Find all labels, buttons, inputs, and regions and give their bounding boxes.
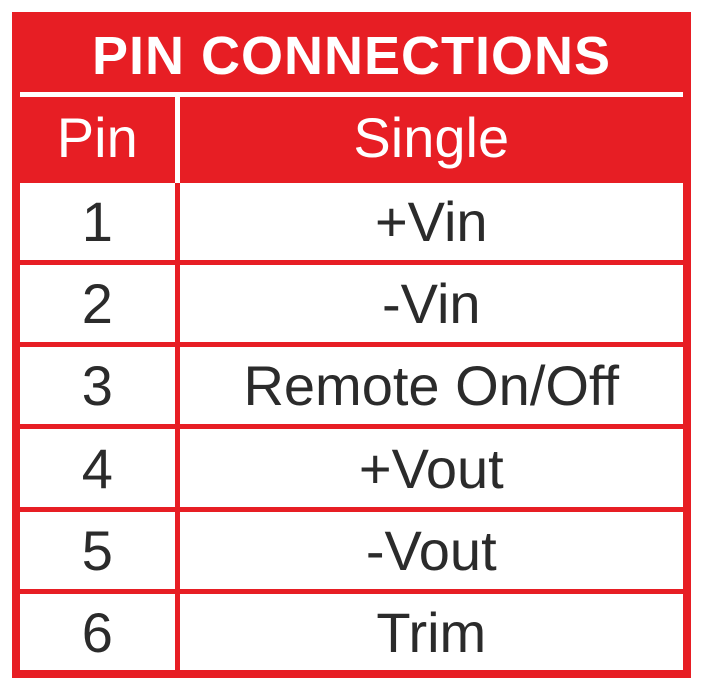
cell-pin: 6	[16, 592, 177, 674]
pin-connections-table-container: PIN CONNECTIONS Pin Single 1+Vin2-Vin3Re…	[0, 0, 709, 696]
cell-single: +Vin	[177, 180, 687, 262]
table-row: 2-Vin	[16, 262, 687, 344]
col-header-single: Single	[177, 94, 687, 180]
table-title: PIN CONNECTIONS	[16, 16, 687, 94]
table-body: 1+Vin2-Vin3Remote On/Off4+Vout5-Vout6Tri…	[16, 180, 687, 674]
table-row: 4+Vout	[16, 427, 687, 509]
pin-connections-table: PIN CONNECTIONS Pin Single 1+Vin2-Vin3Re…	[12, 12, 691, 678]
cell-pin: 3	[16, 345, 177, 427]
cell-pin: 4	[16, 427, 177, 509]
cell-single: -Vout	[177, 509, 687, 591]
cell-single: +Vout	[177, 427, 687, 509]
cell-pin: 5	[16, 509, 177, 591]
cell-pin: 1	[16, 180, 177, 262]
table-row: 6Trim	[16, 592, 687, 674]
table-row: 5-Vout	[16, 509, 687, 591]
table-row: 3Remote On/Off	[16, 345, 687, 427]
col-header-pin: Pin	[16, 94, 177, 180]
cell-single: Trim	[177, 592, 687, 674]
cell-pin: 2	[16, 262, 177, 344]
title-row: PIN CONNECTIONS	[16, 16, 687, 94]
header-row: Pin Single	[16, 94, 687, 180]
cell-single: Remote On/Off	[177, 345, 687, 427]
cell-single: -Vin	[177, 262, 687, 344]
table-row: 1+Vin	[16, 180, 687, 262]
